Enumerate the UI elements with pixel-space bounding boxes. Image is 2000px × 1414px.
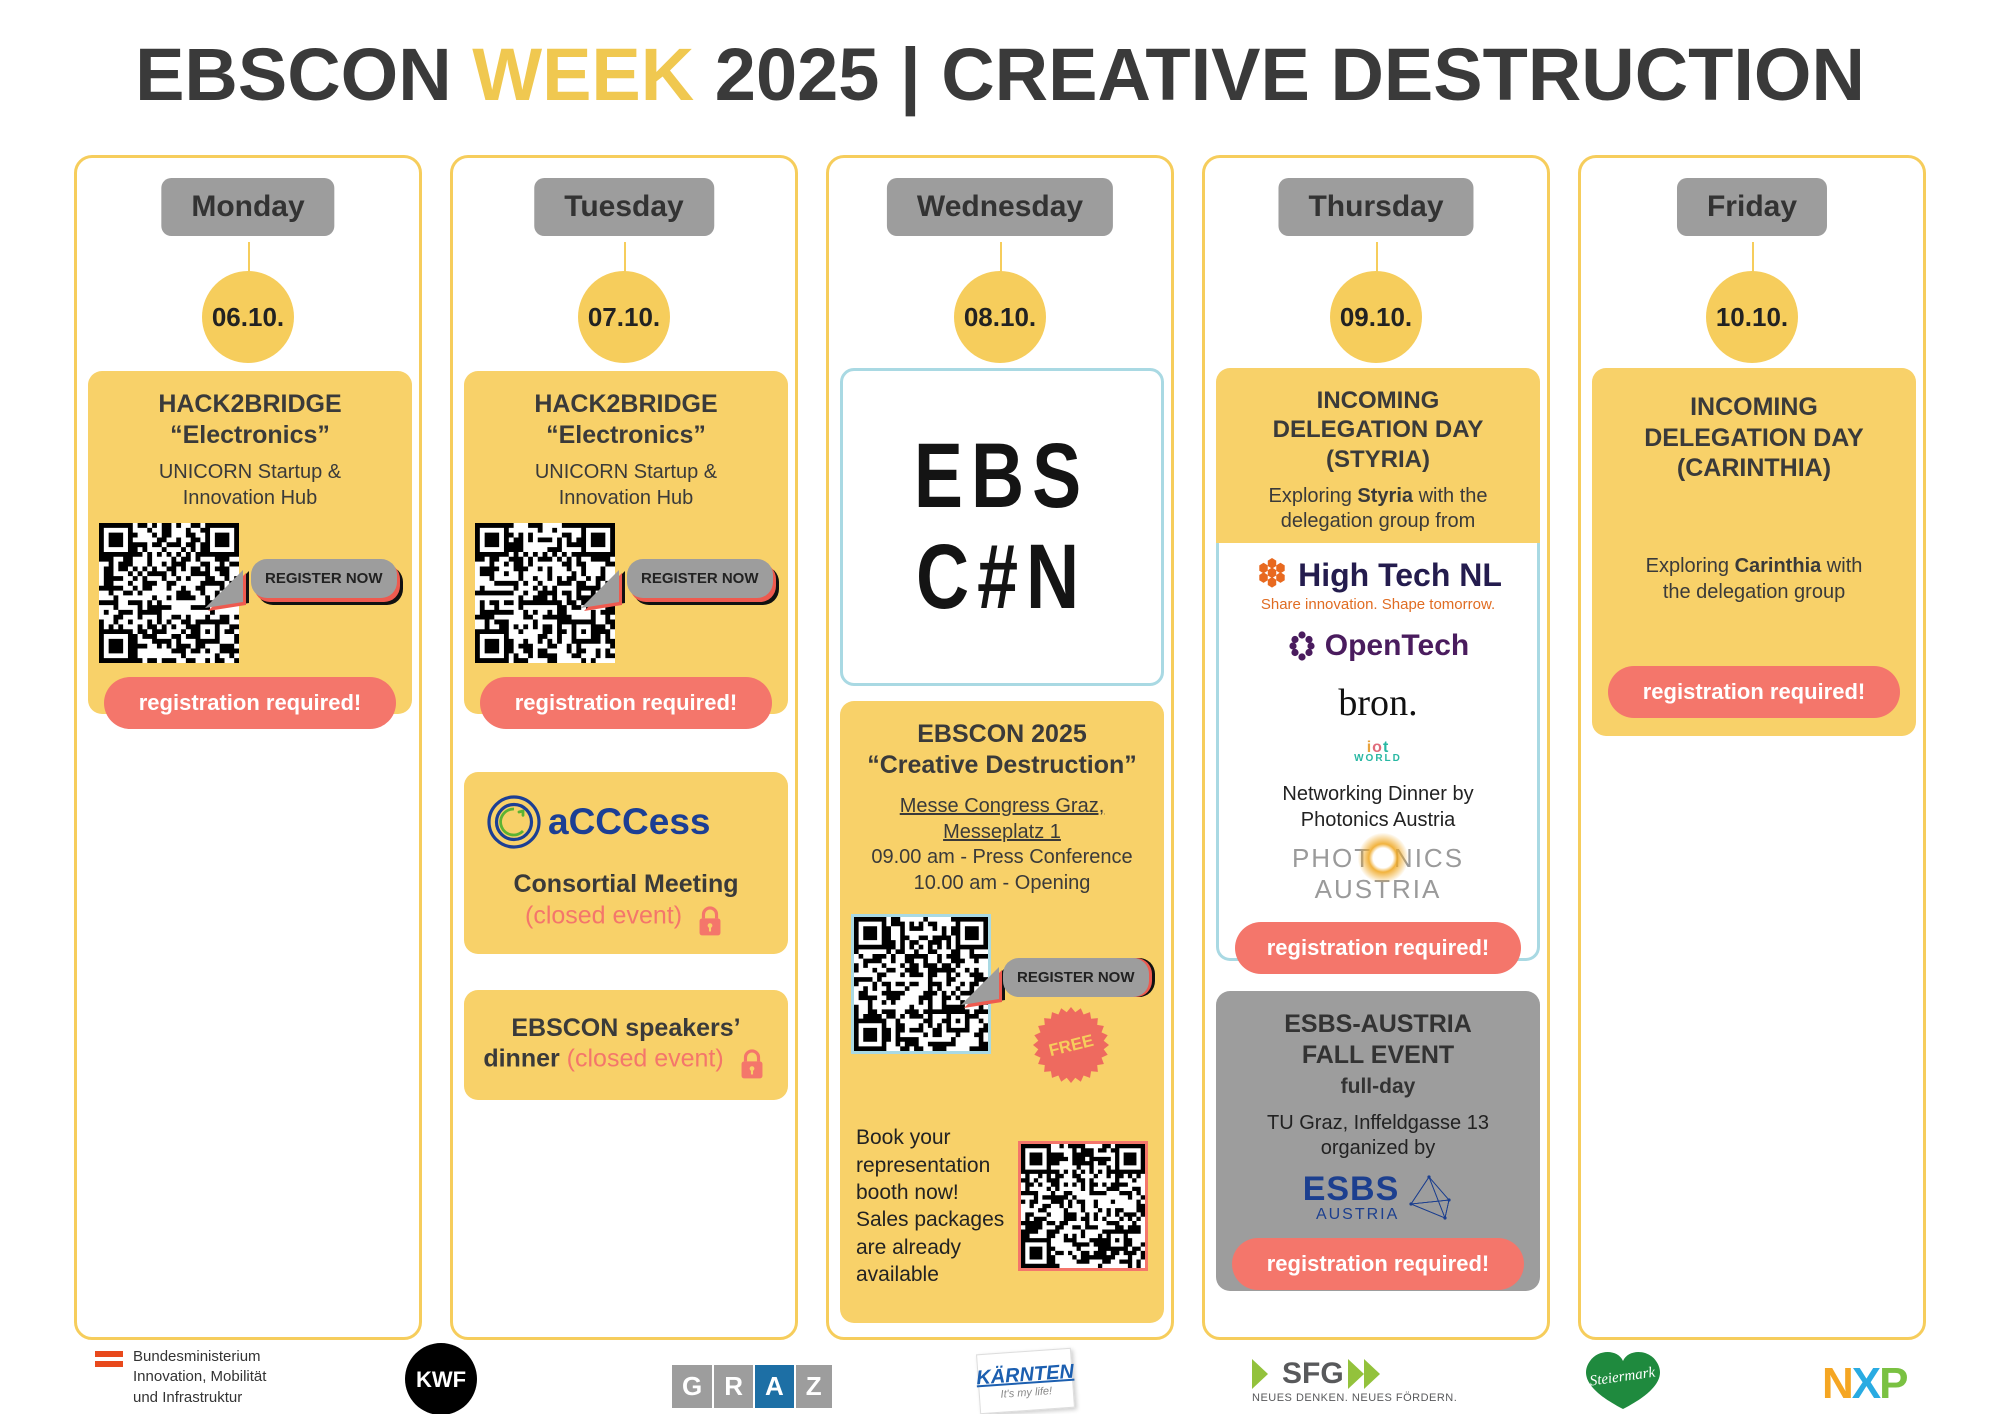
svg-text:KWF: KWF	[416, 1367, 466, 1392]
svg-text:aCCCess: aCCCess	[548, 801, 710, 842]
